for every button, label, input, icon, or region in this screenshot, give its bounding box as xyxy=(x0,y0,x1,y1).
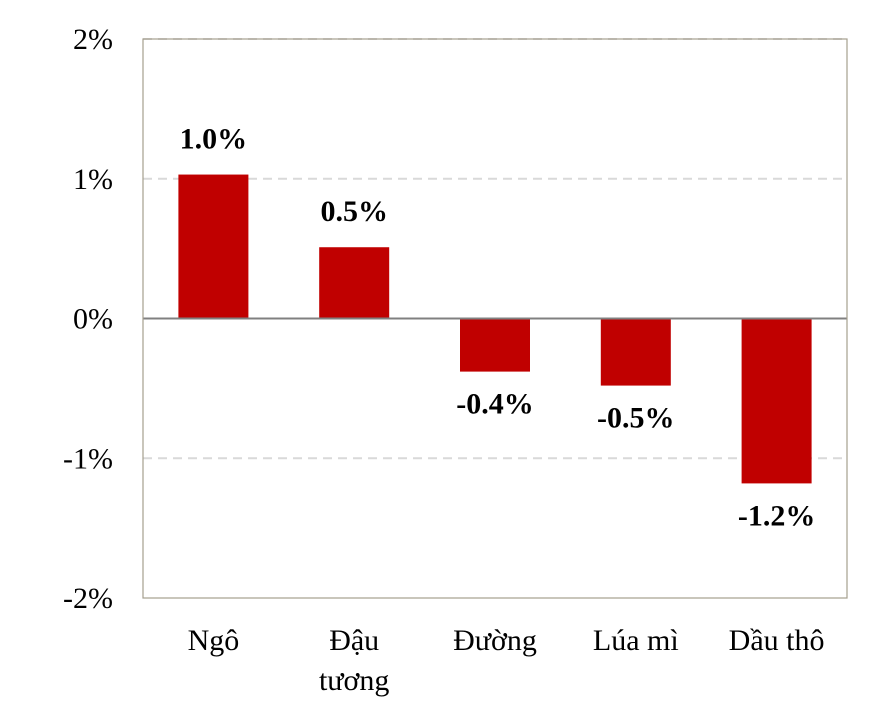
bar xyxy=(741,318,812,484)
x-category-label: Lúa mì xyxy=(593,624,679,657)
x-axis-categories: Ngô Đậu tương Đường Lúa mì Dầu thô xyxy=(188,624,825,697)
x-category-label-line: Đậu xyxy=(329,624,379,657)
bar xyxy=(319,247,390,319)
plot-frame xyxy=(142,38,848,599)
y-tick-label: 2% xyxy=(73,23,113,56)
x-category-label-line: Dầu thô xyxy=(729,624,825,657)
x-category-label-line: tương xyxy=(319,664,389,697)
x-category-label: Ngô xyxy=(188,624,240,657)
bar xyxy=(460,318,530,372)
bars xyxy=(178,174,812,484)
data-label: -0.4% xyxy=(456,388,534,421)
data-label: -0.5% xyxy=(597,402,675,435)
x-category-label-line: Lúa mì xyxy=(593,624,679,657)
bar xyxy=(178,174,249,319)
y-tick-label: -1% xyxy=(63,442,113,475)
y-axis-ticks: 2% 1% 0% -1% -2% xyxy=(63,23,113,615)
y-tick-label: -2% xyxy=(63,582,113,615)
x-category-label: Đậu tương xyxy=(319,624,389,697)
data-labels: 1.0% 0.5% -0.4% -0.5% -1.2% xyxy=(180,123,816,533)
y-tick-label: 1% xyxy=(73,163,113,196)
bar xyxy=(600,318,671,386)
x-category-label: Dầu thô xyxy=(729,624,825,657)
x-category-label: Đường xyxy=(453,624,537,657)
data-label: 0.5% xyxy=(320,195,388,228)
x-category-label-line: Đường xyxy=(453,624,537,657)
data-label: -1.2% xyxy=(738,499,816,532)
x-category-label-line: Ngô xyxy=(188,624,240,657)
data-label: 1.0% xyxy=(180,123,248,156)
y-tick-label: 0% xyxy=(73,303,113,336)
